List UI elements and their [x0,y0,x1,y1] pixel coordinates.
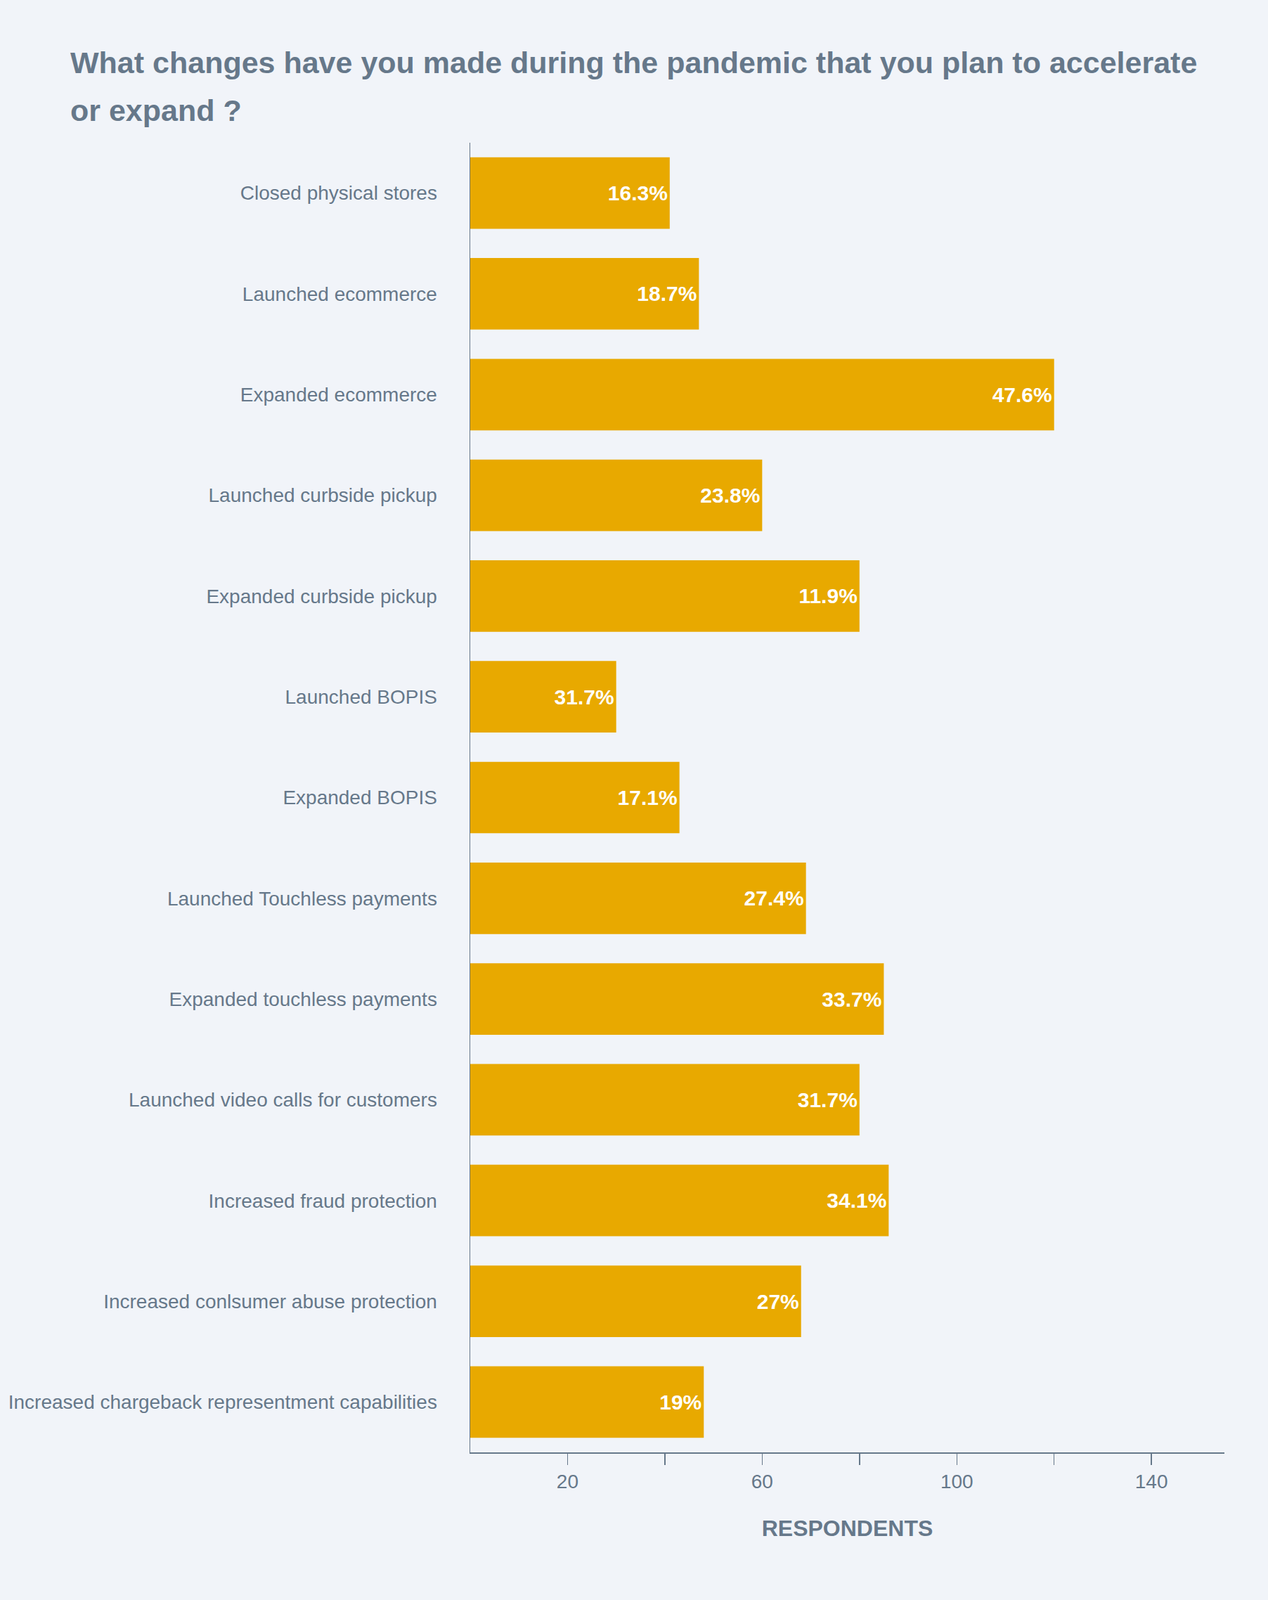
svg-text:Expanded ecommerce: Expanded ecommerce [240,383,438,406]
svg-text:Expanded BOPIS: Expanded BOPIS [282,786,437,809]
svg-text:33.7%: 33.7% [821,987,882,1011]
svg-text:23.8%: 23.8% [700,483,760,507]
svg-text:20: 20 [556,1470,579,1493]
svg-text:18.7%: 18.7% [636,281,697,306]
svg-text:47.6%: 47.6% [992,383,1053,407]
svg-text:17.1%: 17.1% [617,785,678,810]
svg-text:140: 140 [1135,1470,1169,1493]
svg-text:Expanded touchless payments: Expanded touchless payments [169,988,438,1011]
svg-text:Increased chargeback represent: Increased chargeback representment capab… [8,1391,438,1413]
svg-text:60: 60 [751,1470,774,1493]
svg-text:Launched curbside pickup: Launched curbside pickup [208,484,438,507]
svg-text:16.3%: 16.3% [607,181,668,205]
svg-text:31.7%: 31.7% [797,1088,858,1112]
svg-text:34.1%: 34.1% [826,1188,887,1212]
svg-text:31.7%: 31.7% [554,685,615,709]
svg-text:Launched BOPIS: Launched BOPIS [285,686,438,708]
svg-text:Launched ecommerce: Launched ecommerce [242,283,438,306]
svg-text:27%: 27% [757,1289,800,1313]
svg-text:19%: 19% [659,1390,702,1414]
svg-text:Launched video calls for custo: Launched video calls for customers [128,1088,438,1111]
svg-text:100: 100 [940,1470,974,1493]
svg-text:Expanded curbside pickup: Expanded curbside pickup [205,585,437,608]
html-text:What changes have you made dur: What changes have you made during the pa… [70,45,1198,128]
svg-text:Increased fraud protection: Increased fraud protection [208,1189,438,1212]
svg-text:11.9%: 11.9% [798,584,857,608]
svg-text:RESPONDENTS: RESPONDENTS [761,1515,934,1541]
svg-text:Increased conlsumer abuse prot: Increased conlsumer abuse protection [103,1290,438,1313]
svg-text:Closed physical stores: Closed physical stores [240,182,438,204]
svg-text:Launched Touchless payments: Launched Touchless payments [167,887,438,910]
svg-text:27.4%: 27.4% [744,886,805,910]
